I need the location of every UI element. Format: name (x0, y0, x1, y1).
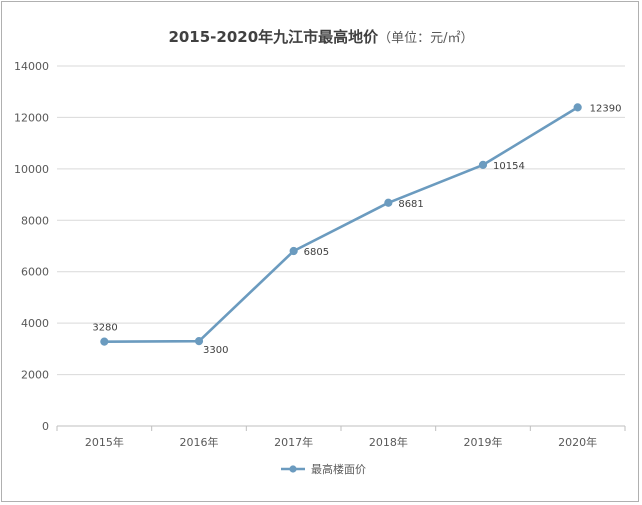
x-tick-label: 2018年 (369, 435, 408, 449)
x-tick-label: 2019年 (464, 435, 503, 449)
x-tick-label: 2017年 (274, 435, 313, 449)
y-tick-label: 10000 (14, 163, 49, 176)
data-point (384, 198, 393, 207)
chart-title-main: 2015-2020年九江市最高地价 (168, 28, 379, 46)
y-tick-label: 6000 (21, 266, 49, 279)
y-tick-label: 2000 (21, 369, 49, 382)
data-point (289, 246, 298, 256)
chart-title-unit: （单位：元/㎡） (378, 31, 474, 46)
data-point (100, 337, 109, 346)
legend-label: 最高楼面价 (311, 462, 366, 476)
y-tick-label: 14000 (14, 60, 49, 73)
data-point (573, 103, 582, 112)
y-tick-label: 4000 (21, 317, 49, 330)
x-tick-label: 2020年 (558, 435, 597, 449)
chart-title: 2015-2020年九江市最高地价（单位：元/㎡） (0, 26, 642, 47)
data-label: 8681 (398, 199, 423, 210)
legend-marker (289, 465, 297, 473)
x-tick-label: 2015年 (85, 435, 124, 449)
y-tick-label: 0 (42, 420, 49, 433)
data-label: 12390 (590, 103, 622, 114)
series-line (104, 106, 579, 343)
data-label: 3300 (203, 345, 228, 356)
data-label: 6805 (304, 247, 329, 258)
y-tick-label: 8000 (21, 214, 49, 227)
data-point (194, 337, 204, 346)
data-label: 3280 (92, 323, 117, 334)
y-tick-label: 12000 (14, 111, 49, 124)
x-tick-label: 2016年 (180, 435, 219, 449)
data-label: 10154 (493, 161, 525, 172)
data-point (478, 160, 488, 169)
